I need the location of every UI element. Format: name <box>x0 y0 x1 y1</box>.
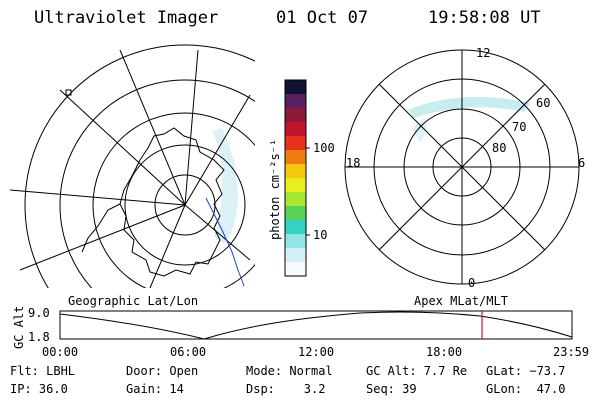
colorbar-segment <box>285 234 306 249</box>
colorbar-segment <box>285 164 306 179</box>
colorbar-label-100: 100 <box>313 141 335 155</box>
polar-plot <box>344 49 580 285</box>
mlt-label-dusk: 18 <box>346 156 361 170</box>
gain-readout: Gain: 14 <box>126 382 184 396</box>
peninsula-coastline <box>81 203 121 253</box>
ip-readout: IP: 36.0 <box>10 382 68 396</box>
antarctica-coastline <box>119 127 225 277</box>
colorbar-segment <box>285 108 306 123</box>
altitude-plot <box>59 310 573 340</box>
mlat-label-80: 80 <box>492 141 507 155</box>
colorbar-segment <box>285 150 306 165</box>
terminator-line <box>205 197 245 287</box>
meridians <box>9 49 251 288</box>
observation-time: 19:58:08 UT <box>428 8 541 28</box>
lat-circle <box>124 144 246 266</box>
time-tick-2359: 23:59 <box>553 345 590 359</box>
door-readout: Door: Open <box>126 364 199 378</box>
glat-readout: GLat: −73.7 <box>486 364 566 378</box>
altitude-frame <box>59 310 573 340</box>
colorbar-unit-label: photon cm⁻²s⁻¹ <box>268 138 282 240</box>
colorbar-segment <box>285 220 306 235</box>
time-tick-1800: 18:00 <box>426 345 463 359</box>
mlat-label-60: 60 <box>536 96 551 110</box>
colorbar-segment <box>285 80 306 95</box>
mlt-label-noon: 12 <box>476 46 491 60</box>
sequence-readout: Seq: 39 <box>366 382 417 396</box>
colorbar-segment <box>285 122 306 137</box>
mlt-label-midnight: 0 <box>468 276 476 290</box>
mode-readout: Mode: Normal <box>246 364 333 378</box>
apex-map-label: Apex MLat/MLT <box>414 294 508 308</box>
time-tick-0000: 00:00 <box>42 345 79 359</box>
colorbar-segment <box>285 94 306 109</box>
aurora-glow-left <box>212 128 238 244</box>
altitude-curve <box>59 311 573 340</box>
observation-date: 01 Oct 07 <box>276 8 369 28</box>
mlt-label-dawn: 6 <box>578 156 586 170</box>
time-tick-0600: 06:00 <box>170 345 207 359</box>
polar-diagonal <box>378 83 546 251</box>
altitude-axis-label: GC Alt <box>12 305 26 349</box>
colorbar-label-10: 10 <box>313 228 328 242</box>
altitude-tick-max: 9.0 <box>28 306 50 320</box>
colorbar-segments <box>285 80 306 277</box>
colorbar-segment <box>285 248 306 263</box>
instrument-title: Ultraviolet Imager <box>34 8 219 28</box>
colorbar <box>284 79 310 277</box>
colorbar-segment <box>285 192 306 207</box>
colorbar-segment <box>285 136 306 151</box>
mlat-label-70: 70 <box>512 120 527 134</box>
dsp-readout: Dsp: 3.2 <box>246 382 326 396</box>
geographic-map <box>9 44 255 288</box>
lat-circle <box>92 112 255 288</box>
time-tick-1200: 12:00 <box>298 345 335 359</box>
colorbar-segment <box>285 262 306 277</box>
lat-circle <box>59 79 255 288</box>
colorbar-segment <box>285 178 306 193</box>
lat-circle <box>24 44 255 288</box>
colorbar-frame <box>284 79 307 277</box>
glon-readout: GLon: 47.0 <box>486 382 566 396</box>
aurora-patch-right <box>412 118 427 142</box>
gc-altitude-readout: GC Alt: 7.7 Re <box>366 364 468 378</box>
altitude-tick-min: 1.8 <box>28 330 50 344</box>
colorbar-segment <box>285 206 306 221</box>
geographic-map-label: Geographic Lat/Lon <box>68 294 199 308</box>
aurora-oval-right <box>408 96 530 118</box>
filter-readout: Flt: LBHL <box>10 364 76 378</box>
island-marker <box>65 89 72 96</box>
